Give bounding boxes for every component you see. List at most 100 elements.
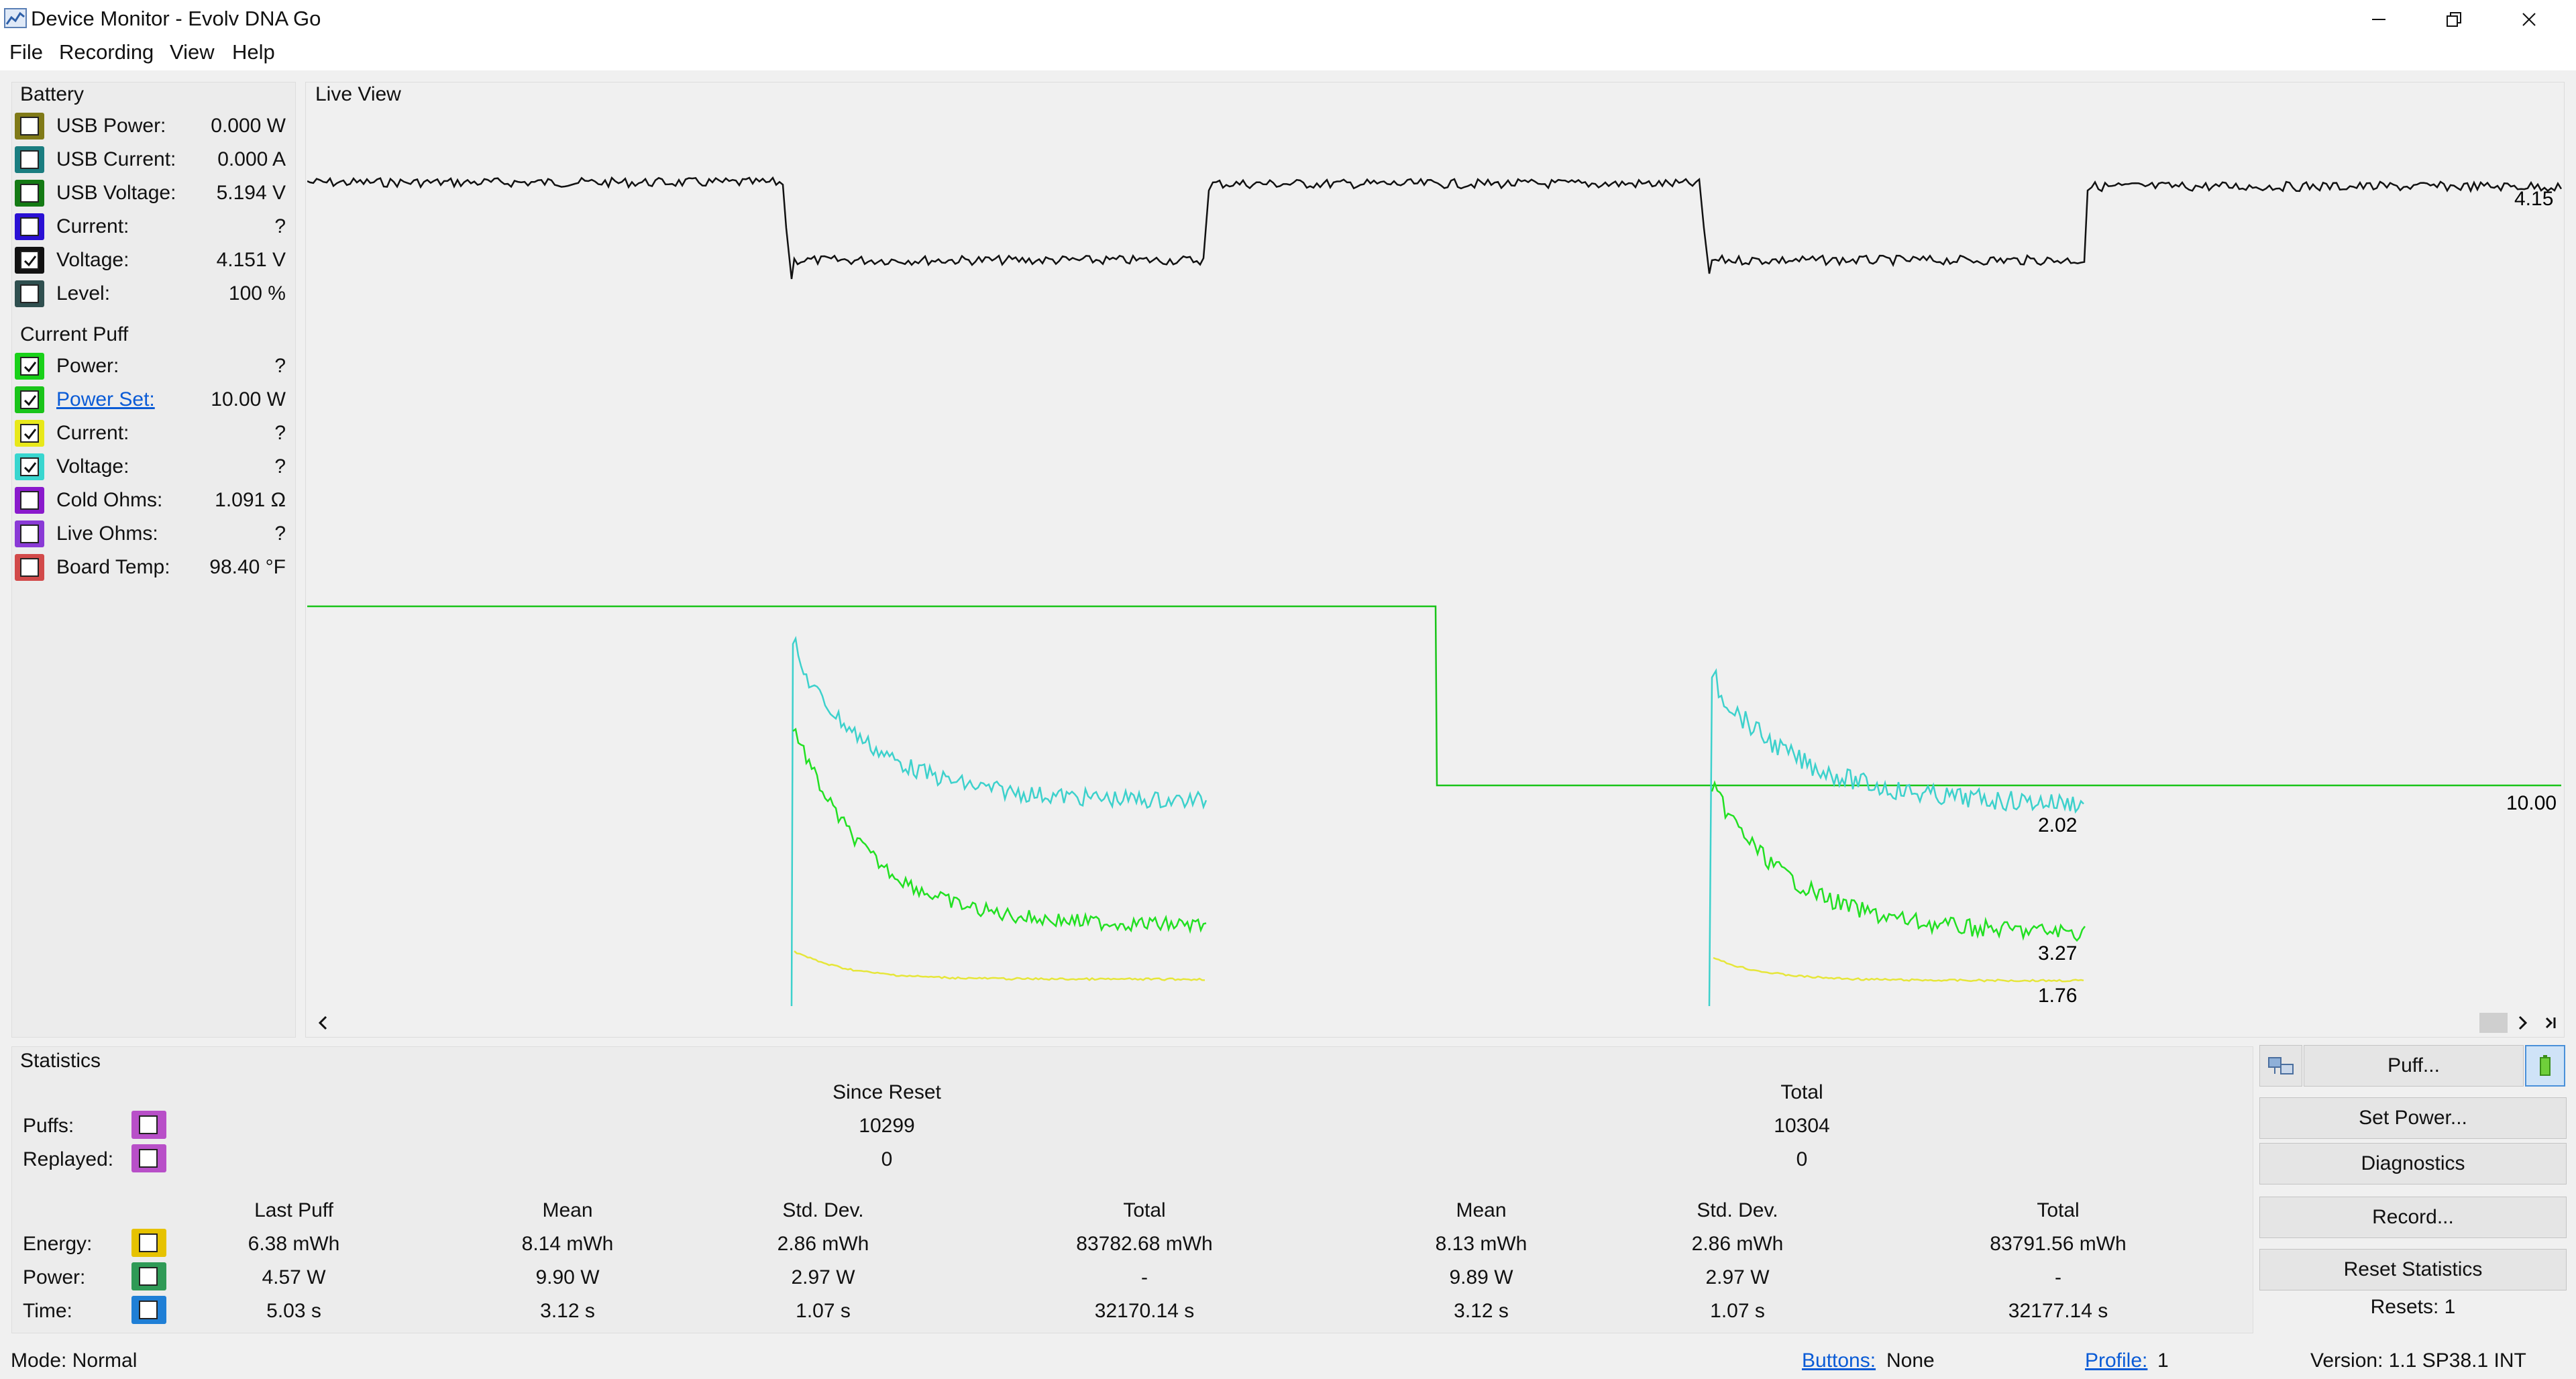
stat-cell: 1.07 s xyxy=(1710,1300,1765,1323)
replayed-color-swatch[interactable] xyxy=(131,1144,166,1172)
battery-indicator-icon xyxy=(2538,1054,2552,1078)
parameter-label: Current: xyxy=(56,422,129,445)
stat-checkbox[interactable] xyxy=(139,1267,158,1286)
record-button[interactable]: Record... xyxy=(2259,1197,2567,1238)
checkbox[interactable] xyxy=(20,217,39,236)
color-swatch[interactable] xyxy=(15,113,44,140)
stat-color-swatch[interactable] xyxy=(131,1229,166,1257)
stat-column-header: Last Puff xyxy=(254,1199,333,1222)
scroll-thumb[interactable] xyxy=(2479,1013,2508,1033)
stat-cell: 6.38 mWh xyxy=(248,1233,340,1256)
checkbox[interactable] xyxy=(20,558,39,577)
current-puff-row-power: Power:? xyxy=(15,350,286,380)
checkbox[interactable] xyxy=(20,525,39,543)
stat-cell: - xyxy=(2055,1266,2061,1289)
color-swatch[interactable] xyxy=(15,520,44,547)
color-swatch[interactable] xyxy=(15,353,44,380)
color-swatch[interactable] xyxy=(15,453,44,480)
replay-toggle-button[interactable] xyxy=(2259,1045,2302,1087)
color-swatch[interactable] xyxy=(15,180,44,207)
color-swatch[interactable] xyxy=(15,554,44,581)
parameter-label[interactable]: Power Set: xyxy=(56,388,155,411)
menu-file[interactable]: File xyxy=(9,40,43,64)
menu-view[interactable]: View xyxy=(170,40,215,64)
checkbox[interactable] xyxy=(20,424,39,443)
checkbox[interactable] xyxy=(20,251,39,270)
scroll-to-end-button[interactable] xyxy=(2542,1013,2559,1038)
battery-row-usb-current: USB Current: 0.000 A xyxy=(15,144,286,173)
reset-statistics-button[interactable]: Reset Statistics xyxy=(2259,1249,2567,1290)
color-swatch[interactable] xyxy=(15,146,44,173)
color-swatch[interactable] xyxy=(15,420,44,447)
minimize-button[interactable] xyxy=(2341,0,2416,38)
resets-count: Resets: 1 xyxy=(2371,1296,2456,1319)
checkbox[interactable] xyxy=(20,284,39,303)
parameter-label: Voltage: xyxy=(56,455,129,478)
battery-group-title: Battery xyxy=(20,83,84,106)
status-bar xyxy=(0,1341,2576,1379)
puffs-color-swatch[interactable] xyxy=(131,1111,166,1139)
parameter-label: Level: xyxy=(56,282,110,305)
battery-voltage-trace xyxy=(307,178,2561,279)
stat-cell: 83782.68 mWh xyxy=(1076,1233,1212,1256)
statistics-title: Statistics xyxy=(20,1050,101,1072)
current-puff-row-power-set: Power Set: 10.00 W xyxy=(15,384,286,413)
battery-row-usb-voltage: USB Voltage: 5.194 V xyxy=(15,177,286,207)
parameter-value: ? xyxy=(274,355,286,378)
checkbox[interactable] xyxy=(20,491,39,510)
parameter-label: Live Ohms: xyxy=(56,522,158,545)
checkbox[interactable] xyxy=(20,457,39,476)
puff-voltage-trace xyxy=(792,639,2084,1006)
parameter-value: 5.194 V xyxy=(217,182,286,205)
checkbox[interactable] xyxy=(20,117,39,135)
puff-button[interactable]: Puff... xyxy=(2304,1045,2524,1087)
checkbox[interactable] xyxy=(20,390,39,409)
parameter-label: Voltage: xyxy=(56,249,129,272)
buttons-link[interactable]: Buttons: xyxy=(1802,1349,1876,1372)
stat-checkbox[interactable] xyxy=(139,1233,158,1252)
menu-recording[interactable]: Recording xyxy=(59,40,154,64)
stat-cell: 2.97 W xyxy=(1705,1266,1769,1289)
color-swatch[interactable] xyxy=(15,213,44,240)
current-puff-row-cold-ohms: Cold Ohms: 1.091 Ω xyxy=(15,484,286,514)
version-status: Version: 1.1 SP38.1 INT xyxy=(2310,1349,2526,1372)
restore-button[interactable] xyxy=(2416,0,2491,38)
puffs-checkbox[interactable] xyxy=(139,1115,158,1134)
puff-power-trace xyxy=(793,729,2085,940)
replayed-checkbox[interactable] xyxy=(139,1149,158,1168)
stat-cell: 8.13 mWh xyxy=(1436,1233,1527,1256)
color-swatch[interactable] xyxy=(15,487,44,514)
checkbox[interactable] xyxy=(20,184,39,203)
color-swatch[interactable] xyxy=(15,247,44,274)
scroll-left-button[interactable] xyxy=(315,1013,331,1038)
parameter-label: USB Voltage: xyxy=(56,182,176,205)
minimize-icon xyxy=(2371,11,2387,27)
stat-checkbox[interactable] xyxy=(139,1301,158,1319)
parameter-value: 0.000 W xyxy=(211,115,286,137)
diagnostics-button[interactable]: Diagnostics xyxy=(2259,1143,2567,1184)
checkbox[interactable] xyxy=(20,357,39,376)
stat-cell: 1.07 s xyxy=(796,1300,851,1323)
checkbox[interactable] xyxy=(20,150,39,169)
color-swatch[interactable] xyxy=(15,386,44,413)
menu-help[interactable]: Help xyxy=(232,40,275,64)
restore-icon xyxy=(2446,11,2462,27)
close-button[interactable] xyxy=(2491,0,2567,38)
stat-color-swatch[interactable] xyxy=(131,1262,166,1290)
stat-cell: 8.14 mWh xyxy=(522,1233,614,1256)
current-puff-row-live-ohms: Live Ohms:? xyxy=(15,518,286,547)
close-icon xyxy=(2521,11,2537,27)
parameter-label: USB Power: xyxy=(56,115,166,137)
profile-link[interactable]: Profile: xyxy=(2085,1349,2147,1372)
stat-color-swatch[interactable] xyxy=(131,1296,166,1324)
current-puff-group-title: Current Puff xyxy=(20,323,128,346)
parameter-value: 0.000 A xyxy=(217,148,286,171)
color-swatch[interactable] xyxy=(15,280,44,307)
scroll-right-button[interactable] xyxy=(2514,1013,2530,1038)
set-power-button[interactable]: Set Power... xyxy=(2259,1097,2567,1139)
parameter-value: ? xyxy=(274,215,286,238)
stat-row-label: Power: xyxy=(23,1266,85,1289)
fire-lock-button[interactable] xyxy=(2525,1045,2565,1087)
statistics-panel xyxy=(11,1046,2253,1333)
stat-column-header: Total xyxy=(1123,1199,1165,1222)
